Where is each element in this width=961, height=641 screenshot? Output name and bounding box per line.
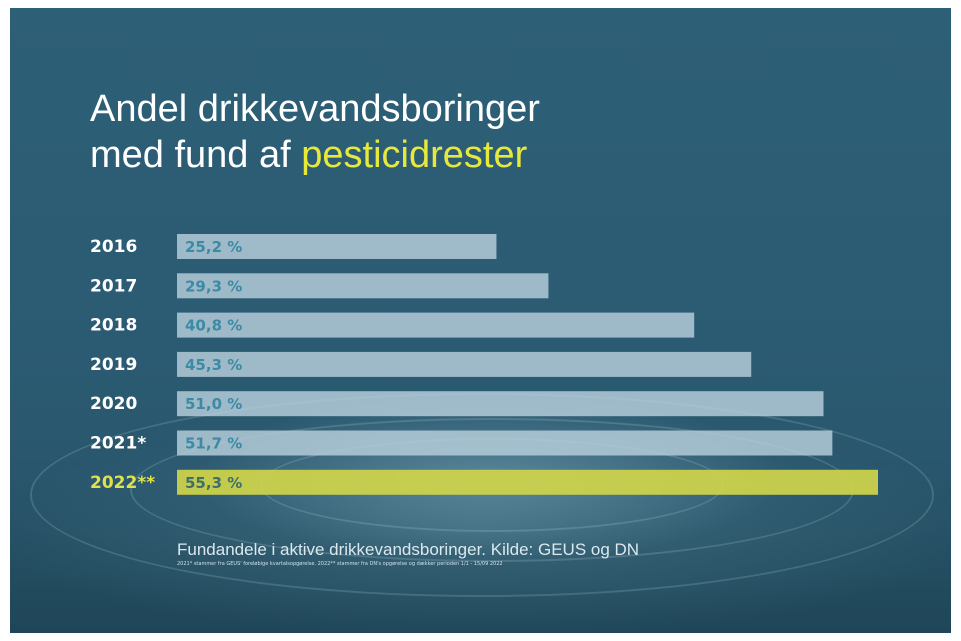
title-line-2: med fund af pesticidrester xyxy=(90,132,790,178)
bar-2019 xyxy=(177,351,752,377)
value-label: 51,7 % xyxy=(185,435,242,453)
bar-2021 xyxy=(177,430,833,456)
bar-chart: 2016 25,2 % 2017 29,3 % 2018 40,8 % 2019 45,3 %… xyxy=(90,234,878,495)
source-caption: Fundandele i aktive drikkevandsboringer.… xyxy=(177,540,640,559)
title-highlight: pesticidrester xyxy=(301,134,528,176)
value-label: 40,8 % xyxy=(185,317,242,335)
category-label: 2019 xyxy=(90,355,137,375)
category-label: 2016 xyxy=(90,237,137,257)
value-label: 25,2 % xyxy=(185,238,242,256)
category-label: 2018 xyxy=(90,316,137,336)
bar-2016 xyxy=(177,234,497,259)
bar-2018 xyxy=(177,312,695,338)
value-label: 29,3 % xyxy=(185,277,242,295)
value-label: 55,3 % xyxy=(185,474,242,492)
category-label: 2020 xyxy=(90,394,137,414)
title-line-1: Andel drikkevandsboringer xyxy=(90,88,540,130)
footnote: 2021* stammer fra GEUS' foreløbige kvart… xyxy=(177,561,503,567)
bar-2020 xyxy=(177,391,824,417)
value-label: 51,0 % xyxy=(185,395,242,413)
title-line-2-prefix: med fund af xyxy=(90,134,302,176)
chart-title: Andel drikkevandsboringer med fund af pe… xyxy=(90,86,790,178)
infographic: Andel drikkevandsboringer med fund af pe… xyxy=(10,8,951,633)
category-label: 2022** xyxy=(90,473,155,493)
bar-2022 xyxy=(177,469,878,495)
value-label: 45,3 % xyxy=(185,356,242,374)
category-label: 2017 xyxy=(90,276,137,296)
category-label: 2021* xyxy=(90,434,146,454)
bar-2017 xyxy=(177,273,549,299)
